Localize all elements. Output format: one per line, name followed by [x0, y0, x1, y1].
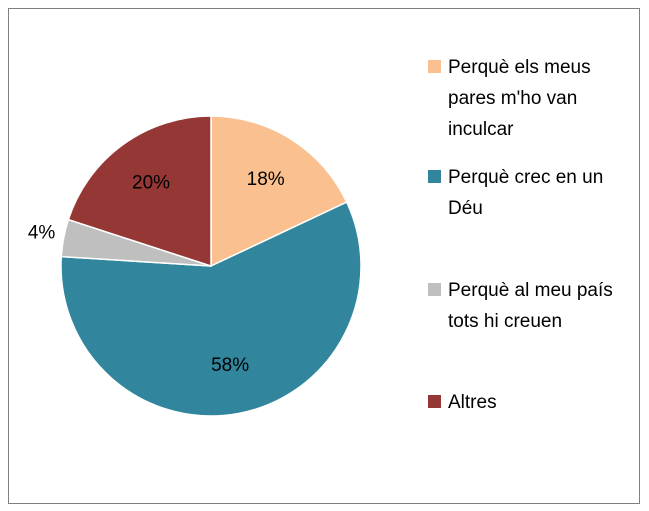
legend-label: Perquè els meus pares m'ho van inculcar [448, 57, 591, 140]
data-label: 4% [28, 223, 56, 244]
legend-swatch [428, 60, 441, 73]
data-label: 58% [211, 355, 249, 376]
legend-label: Perquè crec en un Déu [448, 167, 604, 219]
pie-slice [67, 115, 212, 268]
legend-item: Perquè els meus pares m'ho van inculcar [428, 52, 628, 145]
legend-label: Perquè al meu país tots hi creuen [448, 280, 613, 332]
pie-slice [60, 201, 362, 417]
legend-swatch [428, 395, 441, 408]
legend-swatch [428, 283, 441, 296]
data-label: 18% [247, 169, 285, 190]
data-label: 20% [132, 172, 170, 193]
legend-label: Altres [448, 392, 497, 413]
legend-item: Perquè crec en un Déu [428, 162, 628, 224]
legend-swatch [428, 170, 441, 183]
legend-item: Altres [428, 387, 628, 418]
pie-slice [210, 115, 348, 268]
legend-item: Perquè al meu país tots hi creuen [428, 275, 628, 337]
